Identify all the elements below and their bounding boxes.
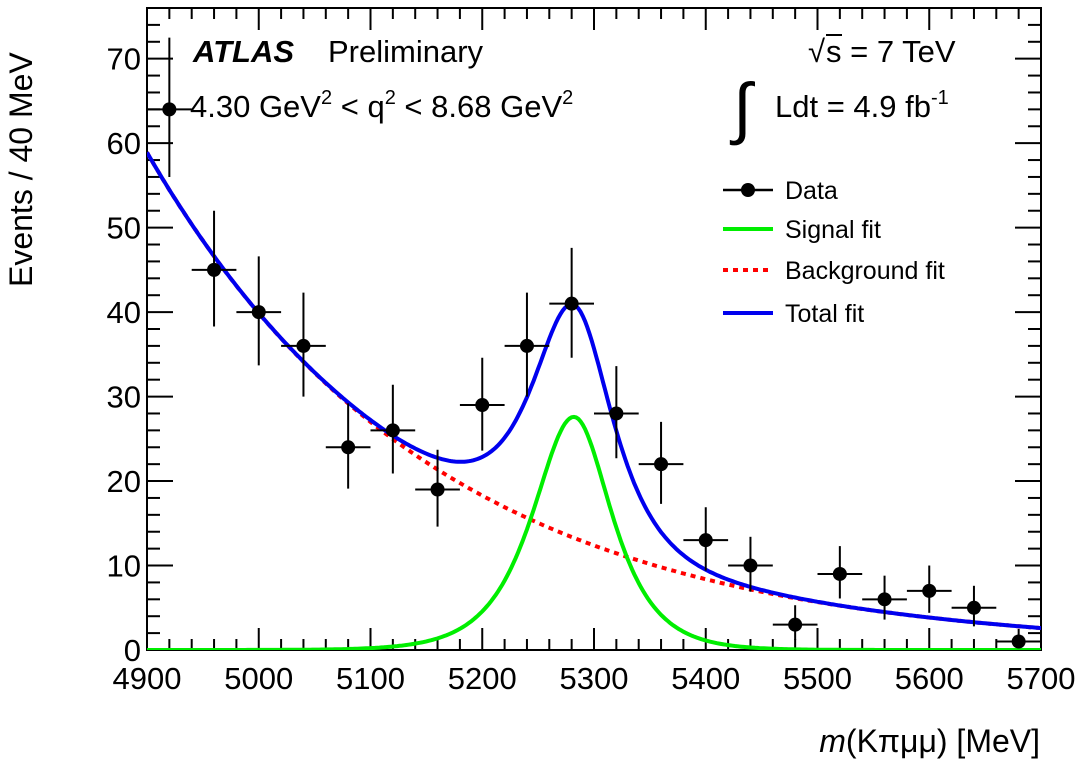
x-tick-label: 5500 (783, 661, 852, 696)
data-point (683, 507, 729, 571)
data-marker (788, 617, 803, 632)
x-tick-label: 5700 (1007, 661, 1076, 696)
data-marker (207, 262, 222, 277)
data-marker (654, 457, 669, 472)
x-axis-title: m(Kπμμ) [MeV] (819, 723, 1040, 759)
data-marker (475, 398, 490, 413)
data-point (504, 292, 550, 397)
data-marker (430, 482, 445, 497)
signal-fit-curve (147, 414, 1041, 650)
luminosity-label: Ldt = 4.9 fb-1 (775, 87, 949, 124)
legend-item-background: Background fit (723, 257, 945, 285)
legend: Data Signal fit Background fit Total fit (723, 177, 945, 328)
data-marker (341, 440, 356, 455)
data-marker (743, 558, 758, 573)
data-points (147, 37, 1041, 649)
data-point (906, 565, 952, 613)
data-point (728, 536, 773, 592)
data-point (147, 37, 192, 177)
data-point (370, 384, 416, 474)
y-tick-label: 40 (107, 295, 141, 330)
data-marker (251, 305, 266, 320)
x-tick-label: 5600 (895, 661, 964, 696)
legend-item-total: Total fit (723, 300, 864, 328)
data-marker (564, 296, 579, 311)
data-point (817, 546, 863, 599)
data-marker (162, 102, 177, 117)
data-marker (698, 533, 713, 548)
legend-background-label: Background fit (785, 257, 945, 285)
x-tick-label: 5000 (224, 661, 293, 696)
background-fit-curve (147, 151, 1041, 630)
legend-total-label: Total fit (785, 300, 864, 328)
y-tick-label: 60 (107, 126, 141, 161)
data-marker (519, 338, 534, 353)
data-point (951, 585, 997, 627)
data-point (325, 403, 371, 489)
data-point (459, 357, 505, 451)
x-tick-label: 5300 (560, 661, 629, 696)
data-point (415, 449, 460, 527)
energy-label: s = 7 TeV (826, 34, 956, 69)
legend-data-label: Data (785, 177, 838, 205)
legend-data-marker (741, 183, 755, 197)
x-tick-label: 5100 (336, 661, 405, 696)
y-tick-label: 20 (107, 464, 141, 499)
data-marker (877, 592, 892, 607)
selection-label: 4.30 GeV2 < q2 < 8.68 GeV2 (190, 87, 573, 124)
y-tick-label: 10 (107, 549, 141, 584)
legend-signal-label: Signal fit (785, 216, 881, 244)
legend-item-data: Data (723, 177, 838, 205)
data-marker (609, 406, 624, 421)
x-tick-label: 4900 (113, 661, 182, 696)
y-tick-label: 30 (107, 380, 141, 415)
data-point (191, 210, 237, 327)
integral-symbol: ∫ (729, 70, 755, 146)
x-tick-label: 5200 (448, 661, 517, 696)
data-point (236, 256, 282, 366)
data-marker (296, 338, 311, 353)
data-point (281, 292, 326, 397)
data-point (594, 366, 639, 459)
status-label: Preliminary (328, 34, 484, 69)
legend-item-signal: Signal fit (723, 216, 881, 244)
data-marker (385, 423, 400, 438)
data-point (862, 575, 907, 620)
y-tick-label: 70 (107, 42, 141, 77)
data-point (638, 421, 684, 504)
x-tick-label: 5400 (671, 661, 740, 696)
data-marker (922, 583, 937, 598)
y-tick-label: 0 (124, 633, 141, 668)
total-fit-curve (147, 151, 1041, 630)
axis-tick-labels: 4900 5000 5100 5200 5300 5400 5500 5600 5700 0 10 2… (107, 42, 1076, 696)
experiment-label: ATLAS (192, 34, 294, 69)
data-marker (966, 600, 981, 615)
data-marker (1011, 634, 1026, 649)
data-marker (832, 566, 847, 581)
data-point (772, 605, 818, 640)
y-tick-label: 50 (107, 211, 141, 246)
data-point (996, 628, 1041, 649)
data-point (549, 247, 594, 358)
sqrt-symbol: √ (808, 34, 825, 69)
y-axis-title: Events / 40 MeV (3, 52, 39, 287)
